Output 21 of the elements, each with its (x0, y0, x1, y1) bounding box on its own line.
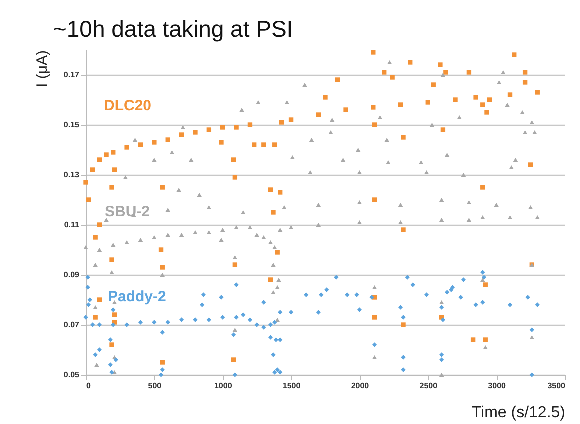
y-tick-label: 0.15 (64, 120, 80, 130)
x-tick-label: 3000 (488, 382, 507, 390)
x-tick-label: 0 (86, 382, 92, 390)
y-tick-label: 0.09 (64, 270, 80, 280)
x-tick-label: 1000 (214, 382, 233, 390)
x-tick-label: 500 (148, 382, 162, 390)
y-tick-label: 0.17 (64, 70, 80, 80)
series-label: SBU-2 (105, 204, 150, 220)
x-axis-title: Time (s/12.5) (472, 404, 566, 422)
series-label: Paddy-2 (108, 288, 166, 306)
y-tick-label: 0.07 (64, 320, 80, 330)
series-label: DLC20 (104, 98, 152, 114)
y-tick-label: 0.13 (64, 170, 80, 180)
y-tick-label: 0.11 (64, 220, 80, 230)
y-axis-title: I (μA) (34, 50, 51, 88)
x-tick-label: 1500 (282, 382, 302, 390)
y-tick-label: 0.05 (64, 370, 80, 380)
x-tick-label: 2000 (351, 382, 370, 390)
x-tick-label: 3500 (548, 382, 566, 390)
chart-title: ~10h data taking at PSI (53, 16, 294, 42)
x-tick-label: 2500 (420, 382, 438, 390)
